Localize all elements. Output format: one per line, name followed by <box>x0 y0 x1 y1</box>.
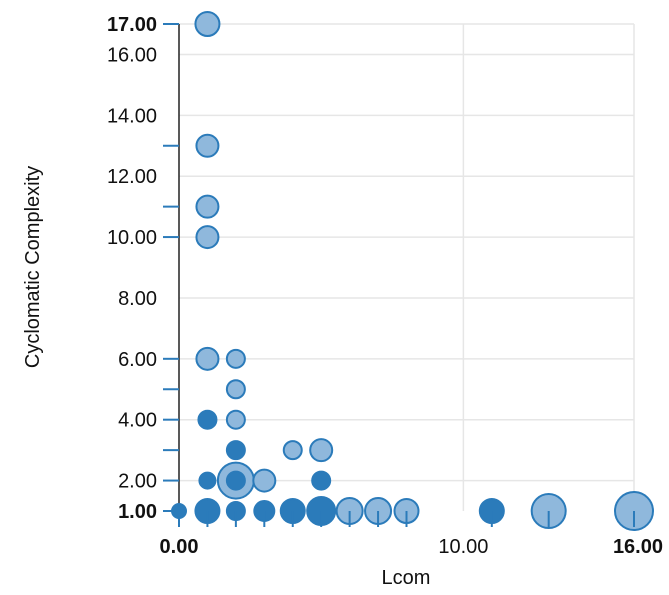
data-point <box>195 133 220 158</box>
data-point <box>195 346 220 371</box>
data-point <box>225 379 246 400</box>
data-point <box>311 470 332 491</box>
x-tick-label: 0.00 <box>160 536 199 558</box>
y-tick-label: 6.00 <box>118 349 157 371</box>
data-point <box>195 194 220 219</box>
y-axis-title: Cyclomatic Complexity <box>22 166 44 368</box>
y-tick-label: 10.00 <box>107 227 157 249</box>
y-tick-label: 2.00 <box>118 471 157 493</box>
data-point <box>195 225 220 250</box>
data-points <box>171 11 654 531</box>
tick-labels: 1.00 2.00 4.00 6.00 8.00 10.00 12.00 14.00 16.00… <box>107 14 663 558</box>
y-tick-label: 17.00 <box>107 14 157 36</box>
tick-marks <box>163 23 635 527</box>
x-axis-title: Lcom <box>382 567 431 589</box>
data-point <box>197 409 218 430</box>
x-tick-label: 16.00 <box>613 536 663 558</box>
y-tick-label: 14.00 <box>107 105 157 127</box>
data-point <box>252 468 277 493</box>
y-tick-label: 4.00 <box>118 410 157 432</box>
y-tick-label: 1.00 <box>118 501 157 523</box>
y-tick-label: 8.00 <box>118 288 157 310</box>
x-tick-label: 10.00 <box>438 536 488 558</box>
data-point <box>198 471 217 490</box>
grid-lines <box>179 23 635 511</box>
data-point <box>194 11 221 37</box>
data-point <box>225 440 246 461</box>
data-point <box>225 348 246 369</box>
y-tick-label: 12.00 <box>107 166 157 188</box>
data-point <box>225 470 246 491</box>
data-point <box>225 409 246 430</box>
data-point <box>309 438 334 463</box>
y-tick-label: 16.00 <box>107 44 157 66</box>
data-point <box>282 440 303 461</box>
